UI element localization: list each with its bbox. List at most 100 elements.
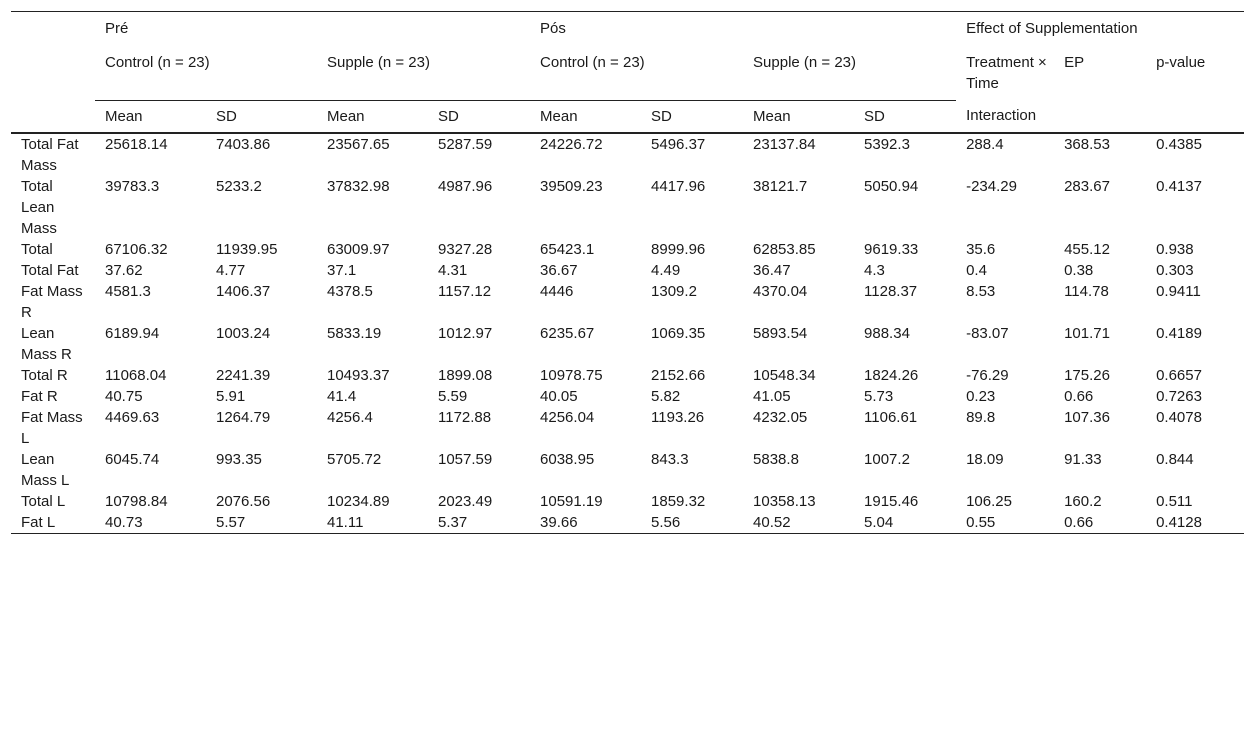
table-cell: 8999.96 (651, 240, 706, 258)
row-label: Fat Mass L (21, 408, 83, 447)
table-cell: 5287.59 (428, 131, 531, 176)
table-cell: 0.4128 (1146, 511, 1245, 534)
row-label: Total Fat (21, 261, 79, 279)
stat-header: SD (428, 99, 531, 133)
stat-header: Mean (743, 99, 855, 133)
subgroup-header: Control (n = 23) (540, 54, 645, 71)
table-cell: 10978.75 (540, 366, 603, 384)
table-cell: 4446 (540, 282, 574, 300)
table-cell: 4232.05 (753, 408, 808, 426)
table-cell: 5.56 (641, 511, 744, 534)
table-cell: 9619.33 (864, 240, 919, 258)
table-cell: 91.33 (1064, 450, 1102, 468)
stat-header: Mean (530, 99, 642, 133)
table-cell: 39783.3 (105, 177, 160, 195)
table-cell: 40.52 (743, 511, 855, 534)
table-cell: 9327.28 (438, 240, 493, 258)
table-cell: 40.75 (105, 387, 143, 405)
table-cell: 1193.26 (651, 408, 705, 426)
table-cell: 1157.12 (438, 282, 492, 300)
table-body: Total Fat Mass 25618.14 7403.86 23567.65 528… (11, 131, 1245, 534)
table-cell: 2152.66 (651, 366, 706, 384)
table-cell: 0.303 (1156, 261, 1194, 279)
table-cell: 4378.5 (327, 282, 373, 300)
table-row: Fat L 40.73 5.57 41.11 5.37 39.66 5.56 40.52 5.0… (11, 511, 1245, 534)
table-cell: 1915.46 (864, 492, 919, 510)
table-cell: 5392.3 (854, 131, 957, 176)
table-cell: 37.62 (105, 261, 143, 279)
table-cell: 1824.26 (864, 366, 919, 384)
table-cell: 1003.24 (216, 324, 271, 342)
table-cell: 11068.04 (105, 366, 167, 384)
table-cell: 10493.37 (327, 366, 390, 384)
table-cell: 67106.32 (105, 240, 168, 258)
table-cell: -83.07 (966, 324, 1009, 342)
table-cell: 0.66 (1054, 511, 1147, 534)
table-cell: 160.2 (1064, 492, 1102, 510)
table-cell: 36.67 (540, 261, 578, 279)
table-cell: 25618.14 (95, 131, 206, 176)
subgroup-header: Control (n = 23) (105, 54, 210, 71)
table-cell: 1128.37 (864, 282, 918, 300)
table-cell: 6045.74 (105, 450, 160, 468)
table-cell: 4469.63 (105, 408, 160, 426)
row-label: Total L (21, 492, 66, 510)
table-cell: 4.49 (651, 261, 681, 279)
effect-col-p-value: p-value (1156, 54, 1206, 71)
table-cell: 11939.95 (216, 240, 278, 258)
table-cell: 65423.1 (540, 240, 595, 258)
table-cell: 1406.37 (216, 282, 271, 300)
table-cell: 0.66 (1064, 387, 1094, 405)
table-cell: 5893.54 (753, 324, 808, 342)
table-cell: 18.09 (966, 450, 1004, 468)
table-cell: 1057.59 (438, 450, 493, 468)
table-cell: 6189.94 (105, 324, 160, 342)
table-header: Pré Pós Effect of Supplementation Contro… (11, 11, 1245, 133)
table-cell: 41.4 (327, 387, 357, 405)
table-cell: 0.9411 (1156, 282, 1201, 300)
stat-header: Mean (95, 99, 206, 133)
table-cell: 7403.86 (206, 131, 317, 176)
table-cell: 5838.8 (753, 450, 799, 468)
table-row: Lean Mass R 6189.94 1003.24 5833.19 1012.97 6… (11, 323, 1244, 365)
effect-col-treatment-time: Treatment × Time (966, 54, 1047, 92)
row-label: Fat R (21, 387, 58, 405)
table-cell: 0.844 (1156, 450, 1194, 468)
table-row: Fat Mass L 4469.63 1264.79 4256.4 1172.88 425… (11, 407, 1244, 449)
stat-header: SD (206, 99, 317, 133)
table-row: Total 67106.32 11939.95 63009.97 9327.28 6542… (11, 239, 1244, 260)
table-row: Fat R 40.75 5.91 41.4 5.59 40.05 5.82 41.05 5.73… (11, 386, 1244, 407)
table-cell: 988.34 (864, 324, 910, 342)
table-cell: 0.938 (1156, 240, 1194, 258)
row-label: Total Lean Mass (21, 177, 57, 237)
table-cell: 63009.97 (327, 240, 390, 258)
table-cell: 41.05 (753, 387, 791, 405)
row-label: Lean Mass R (21, 324, 72, 363)
table-cell: 5705.72 (327, 450, 382, 468)
corner-cell (11, 11, 95, 133)
table-cell: 1069.35 (651, 324, 706, 342)
table-cell: 1899.08 (438, 366, 493, 384)
table-cell: 5.73 (864, 387, 894, 405)
table-cell: 41.11 (317, 511, 428, 534)
table-cell: 40.73 (95, 511, 206, 534)
table-cell: 5833.19 (327, 324, 382, 342)
table-row: Total L 10798.84 2076.56 10234.89 2023.49 105… (11, 491, 1244, 512)
table-cell: 0.4078 (1156, 408, 1202, 426)
table-cell: 4256.4 (327, 408, 373, 426)
table-cell: 36.47 (753, 261, 791, 279)
table-cell: 2241.39 (216, 366, 271, 384)
effect-col-ep: EP (1064, 54, 1085, 71)
table-cell: 175.26 (1064, 366, 1110, 384)
table-cell: 1106.61 (864, 408, 918, 426)
stat-header: Mean (317, 99, 428, 133)
group-header-pre: Pré (95, 11, 531, 48)
table-cell: 0.4 (966, 261, 987, 279)
table-cell: 1859.32 (651, 492, 706, 510)
table-row: Fat Mass R 4581.3 1406.37 4378.5 1157.12 4446… (11, 281, 1244, 323)
table-cell: 455.12 (1064, 240, 1110, 258)
interaction-header: Interaction (966, 107, 1037, 124)
table-cell: 0.4137 (1156, 177, 1202, 195)
table-cell: 2076.56 (216, 492, 271, 510)
table-cell: 6038.95 (540, 450, 595, 468)
